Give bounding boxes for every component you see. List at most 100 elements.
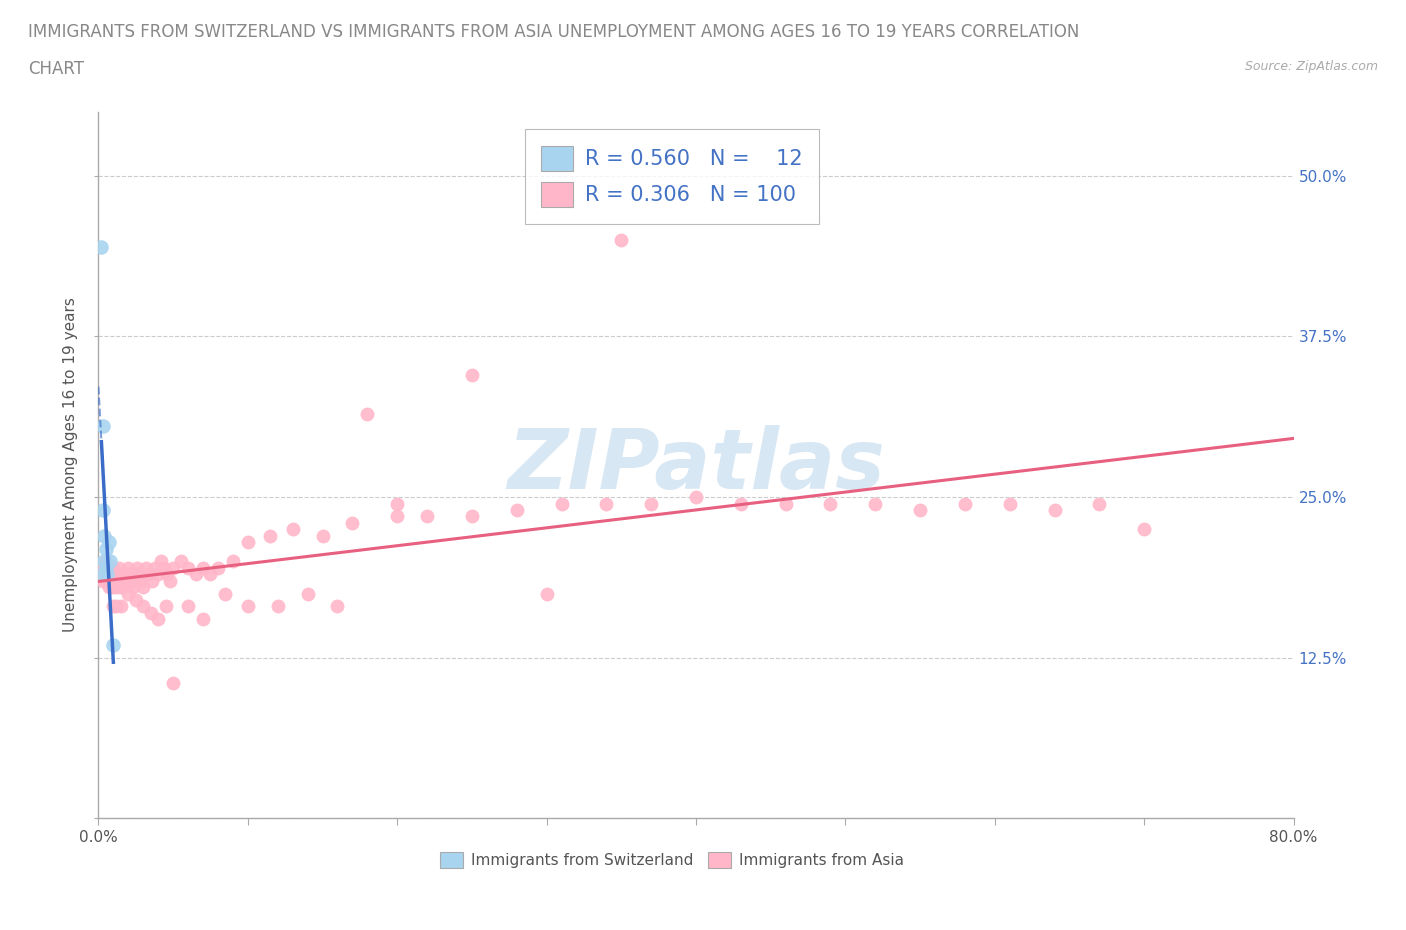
Point xyxy=(214,586,236,601)
Point xyxy=(121,579,143,594)
Point xyxy=(169,554,191,569)
Point xyxy=(148,612,170,627)
Point xyxy=(461,367,484,382)
Point xyxy=(153,561,176,576)
Point xyxy=(94,554,117,569)
Point xyxy=(135,561,157,576)
Point xyxy=(98,561,122,576)
Point xyxy=(342,515,364,530)
Point xyxy=(356,406,378,421)
Point xyxy=(101,579,124,594)
Text: CHART: CHART xyxy=(28,60,84,78)
Point xyxy=(93,554,115,569)
Point xyxy=(141,573,163,588)
Point xyxy=(96,561,118,576)
Point xyxy=(90,239,112,254)
Point xyxy=(865,496,887,511)
Point xyxy=(385,509,409,524)
Point xyxy=(953,496,976,511)
Point xyxy=(177,599,200,614)
Point xyxy=(1133,522,1156,537)
Point xyxy=(162,561,184,576)
Point xyxy=(94,561,117,576)
Point xyxy=(96,566,118,581)
Point xyxy=(115,573,138,588)
Point xyxy=(148,566,170,581)
Point xyxy=(97,566,120,581)
Point xyxy=(117,586,139,601)
Point xyxy=(103,561,125,576)
Point xyxy=(105,566,128,581)
Point xyxy=(103,599,125,614)
Point xyxy=(610,232,633,247)
Point xyxy=(150,554,173,569)
Point xyxy=(110,599,132,614)
Point xyxy=(105,573,128,588)
Point xyxy=(127,561,149,576)
Point xyxy=(91,419,114,434)
Point xyxy=(236,599,259,614)
Point xyxy=(90,566,112,581)
Y-axis label: Unemployment Among Ages 16 to 19 years: Unemployment Among Ages 16 to 19 years xyxy=(63,298,79,632)
Point xyxy=(118,566,141,581)
Point xyxy=(281,522,304,537)
Point xyxy=(385,496,409,511)
Point xyxy=(97,535,120,550)
Point xyxy=(104,566,127,581)
Point xyxy=(96,573,118,588)
Point xyxy=(139,605,162,620)
Point xyxy=(108,561,131,576)
Point xyxy=(1088,496,1111,511)
Point xyxy=(117,561,139,576)
Text: Source: ZipAtlas.com: Source: ZipAtlas.com xyxy=(1244,60,1378,73)
Point xyxy=(191,612,214,627)
Point xyxy=(236,535,259,550)
Text: ZIPatlas: ZIPatlas xyxy=(508,424,884,506)
Point xyxy=(111,579,134,594)
Point xyxy=(311,528,333,543)
Point xyxy=(97,579,120,594)
Point xyxy=(94,541,117,556)
Point xyxy=(110,573,132,588)
Point xyxy=(132,599,155,614)
Point xyxy=(184,566,207,581)
Point xyxy=(93,561,115,576)
Point xyxy=(159,573,181,588)
Point xyxy=(685,490,707,505)
Point xyxy=(200,566,222,581)
Point xyxy=(129,573,152,588)
Text: IMMIGRANTS FROM SWITZERLAND VS IMMIGRANTS FROM ASIA UNEMPLOYMENT AMONG AGES 16 T: IMMIGRANTS FROM SWITZERLAND VS IMMIGRANT… xyxy=(28,23,1080,41)
Point xyxy=(107,573,129,588)
Point xyxy=(156,566,179,581)
Point xyxy=(108,579,131,594)
Point xyxy=(91,566,114,581)
Point xyxy=(506,502,529,517)
Point xyxy=(114,566,136,581)
Point xyxy=(775,496,797,511)
Point xyxy=(1043,502,1066,517)
Point xyxy=(177,561,200,576)
Point xyxy=(536,586,558,601)
Legend: Immigrants from Switzerland, Immigrants from Asia: Immigrants from Switzerland, Immigrants … xyxy=(434,845,910,874)
Point xyxy=(101,566,124,581)
Point xyxy=(91,573,114,588)
Point xyxy=(162,676,184,691)
Point xyxy=(550,496,572,511)
Point xyxy=(222,554,245,569)
Point xyxy=(416,509,439,524)
Point xyxy=(820,496,842,511)
Point xyxy=(998,496,1021,511)
Point xyxy=(138,566,160,581)
Point xyxy=(132,579,155,594)
Point xyxy=(124,566,146,581)
Point xyxy=(120,573,142,588)
Point xyxy=(112,573,135,588)
Point xyxy=(191,561,214,576)
Point xyxy=(98,554,122,569)
Point xyxy=(207,561,229,576)
Point xyxy=(103,637,125,652)
Point xyxy=(730,496,752,511)
Point xyxy=(143,561,166,576)
Point xyxy=(98,573,122,588)
Point xyxy=(94,566,117,581)
